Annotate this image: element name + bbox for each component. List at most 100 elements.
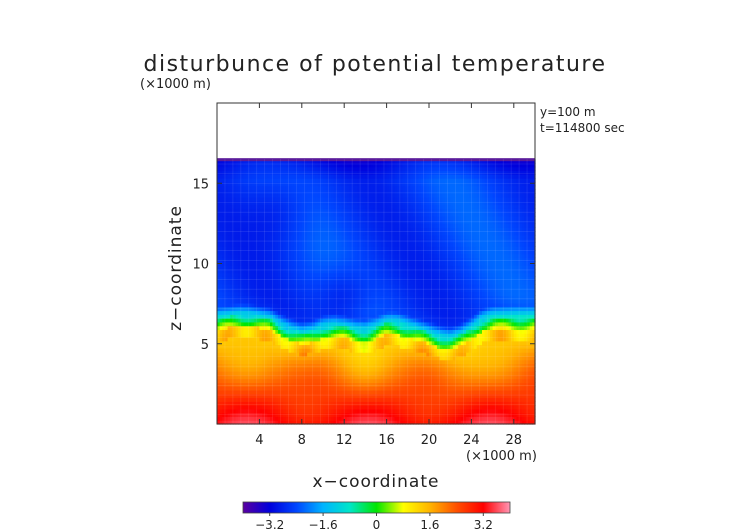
heatmap-cell: [309, 189, 313, 194]
heatmap-cell: [259, 314, 263, 319]
heatmap-cell: [368, 412, 372, 418]
heatmap-cell: [381, 318, 385, 323]
heatmap-cell: [328, 227, 332, 232]
heatmap-cell: [336, 268, 340, 274]
heatmap-cell: [251, 276, 255, 281]
heatmap-cell: [232, 178, 237, 183]
heatmap-cell: [280, 412, 284, 418]
heatmap-cell: [357, 265, 361, 270]
heatmap-cell: [365, 249, 369, 255]
heatmap-cell: [307, 386, 311, 391]
heatmap-cell: [330, 246, 335, 251]
heatmap-cell: [320, 287, 324, 293]
heatmap-cell: [277, 280, 282, 285]
heatmap-cell: [277, 393, 282, 399]
heatmap-cell: [370, 386, 374, 391]
heatmap-cell: [399, 234, 404, 240]
heatmap-cell: [402, 193, 406, 198]
heatmap-cell: [296, 249, 300, 255]
heatmap-cell: [232, 231, 237, 236]
heatmap-cell: [285, 371, 290, 376]
heatmap-cell: [389, 276, 393, 281]
heatmap-cell: [365, 344, 369, 349]
heatmap-cell: [394, 287, 398, 293]
heatmap-cell: [275, 189, 279, 194]
heatmap-cell: [243, 178, 247, 183]
heatmap-cell: [296, 204, 300, 209]
heatmap-cell: [224, 170, 229, 175]
heatmap-cell: [264, 336, 268, 342]
heatmap-cell: [346, 162, 351, 168]
heatmap-cell: [389, 253, 393, 259]
heatmap-cell: [391, 170, 396, 175]
heatmap-cell: [381, 295, 385, 300]
heatmap-cell: [275, 287, 279, 293]
heatmap-cell: [357, 162, 361, 168]
heatmap-cell: [325, 219, 329, 225]
heatmap-cell: [336, 405, 340, 410]
heatmap-cell: [291, 287, 295, 293]
heatmap-cell: [370, 242, 374, 247]
heatmap-cell: [357, 291, 361, 296]
heatmap-cell: [317, 367, 321, 372]
heatmap-cell: [376, 174, 380, 179]
heatmap-cell: [386, 363, 390, 368]
heatmap-cell: [323, 310, 327, 315]
heatmap-cell: [232, 318, 237, 323]
heatmap-cell: [320, 352, 324, 357]
heatmap-cell: [293, 284, 298, 289]
heatmap-cell: [365, 170, 369, 175]
heatmap-cell: [277, 284, 282, 289]
heatmap-cell: [224, 420, 229, 425]
heatmap-cell: [275, 386, 279, 391]
heatmap-cell: [262, 170, 266, 175]
heatmap-cell: [246, 412, 250, 418]
heatmap-cell: [373, 193, 377, 198]
heatmap-cell: [285, 227, 290, 232]
heatmap-cell: [235, 181, 239, 187]
heatmap-cell: [264, 280, 268, 285]
heatmap-cell: [323, 249, 327, 255]
heatmap-cell: [217, 204, 221, 209]
heatmap-cell: [224, 253, 229, 259]
heatmap-cell: [354, 261, 359, 266]
heatmap-cell: [362, 212, 366, 217]
heatmap-cell: [246, 174, 250, 179]
heatmap-cell: [299, 208, 303, 213]
heatmap-cell: [381, 227, 385, 232]
heatmap-cell: [235, 287, 239, 293]
heatmap-cell: [222, 193, 226, 198]
heatmap-cell: [219, 246, 223, 251]
heatmap-cell: [405, 352, 409, 357]
heatmap-cell: [378, 352, 382, 357]
heatmap-cell: [267, 234, 271, 240]
heatmap-cell: [338, 310, 343, 315]
heatmap-cell: [365, 329, 369, 334]
heatmap-cell: [227, 178, 231, 183]
heatmap-cell: [232, 299, 237, 304]
heatmap-cell: [333, 302, 337, 308]
heatmap-cell: [352, 261, 356, 266]
heatmap-cell: [227, 249, 231, 255]
heatmap-cell: [365, 276, 369, 281]
heatmap-cell: [224, 348, 229, 353]
heatmap-cell: [291, 261, 295, 266]
heatmap-cell: [397, 416, 401, 421]
heatmap-cell: [317, 344, 321, 349]
heatmap-cell: [370, 363, 374, 368]
heatmap-cell: [365, 310, 369, 315]
heatmap-cell: [376, 193, 380, 198]
heatmap-cell: [232, 200, 237, 206]
heatmap-cell: [301, 162, 306, 168]
heatmap-cell: [323, 204, 327, 209]
heatmap-cell: [246, 261, 250, 266]
heatmap-cell: [277, 389, 282, 395]
heatmap-cell: [399, 378, 404, 383]
heatmap-cell: [376, 234, 380, 240]
heatmap-cell: [256, 306, 260, 312]
heatmap-cell: [259, 397, 263, 402]
heatmap-cell: [293, 178, 298, 183]
heatmap-cell: [251, 340, 255, 346]
heatmap-cell: [330, 257, 335, 262]
heatmap-cell: [365, 333, 369, 338]
